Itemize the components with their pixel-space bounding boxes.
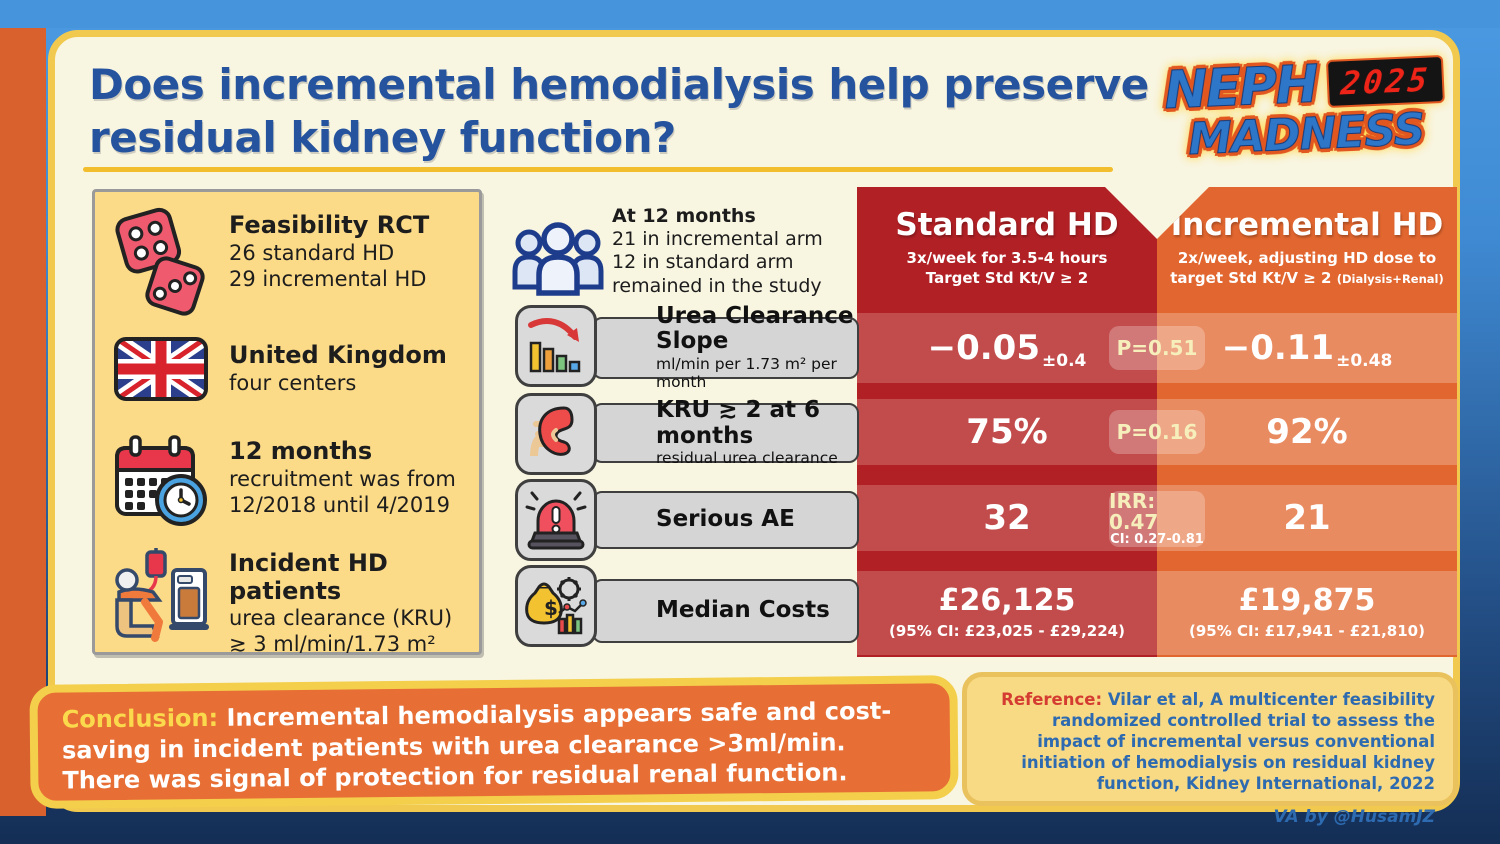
incremental-serious-ae-value: 21 [1283, 498, 1331, 538]
conclusion-label: Conclusion: [61, 703, 219, 734]
standard-hd-column: Standard HD 3x/week for 3.5-4 hours Targ… [857, 187, 1157, 657]
study-design-heading: Feasibility RCT [229, 211, 430, 239]
people-group-icon [512, 217, 604, 303]
standard-urea-slope-value: −0.05 ±0.4 [927, 328, 1087, 371]
row-label-median-costs: Median Costs [592, 579, 859, 643]
svg-text:$: $ [544, 596, 558, 620]
pvalue-pill-kru: P=0.16 [1109, 410, 1205, 454]
incremental-kru-value: 92% [1266, 412, 1348, 452]
row-band [1157, 399, 1457, 465]
study-item-design: Feasibility RCT 26 standard HD 29 increm… [109, 206, 471, 318]
row-band [1157, 485, 1457, 551]
row-band [857, 485, 1157, 551]
declining-bar-chart-icon [515, 305, 597, 387]
dice-icon [109, 206, 213, 318]
study-characteristics-panel: Feasibility RCT 26 standard HD 29 increm… [92, 189, 482, 658]
row-band [857, 571, 1157, 655]
reference-panel: Reference: Vilar et al, A multicenter fe… [962, 672, 1458, 827]
standard-serious-ae-value: 32 [983, 498, 1031, 538]
dialysis-patient-icon [109, 544, 213, 648]
title-line-2: residual kidney function? [89, 112, 676, 162]
reference-text: Vilar et al, A multicenter feasibility r… [1021, 690, 1435, 794]
study-item-population: Incident HD patients urea clearance (KRU… [109, 544, 471, 658]
conclusion-banner: Conclusion: Incremental hemodialysis app… [29, 675, 959, 809]
top-blue-strip [0, 0, 1500, 28]
logo-year-badge: 2025 [1325, 54, 1445, 109]
row-label-urea-slope: Urea Clearance Slope ml/min per 1.73 m² … [592, 304, 859, 391]
kidney-icon [515, 393, 597, 475]
standard-kru-value: 75% [966, 412, 1048, 452]
pvalue-pill-urea-slope: P=0.51 [1109, 326, 1205, 370]
study-duration-heading: 12 months [229, 437, 373, 465]
row-label-kru: KRU ≳ 2 at 6 months residual urea cleara… [592, 398, 859, 467]
nephmadness-logo: NEPH 2025 MADNESS [1145, 48, 1465, 167]
row-band [1157, 571, 1457, 655]
study-item-location: United Kingdom four centers [109, 336, 471, 402]
calendar-clock-icon [109, 432, 213, 528]
left-orange-strip [0, 28, 46, 816]
money-costs-icon: $ [515, 565, 597, 647]
title-underline [83, 167, 1113, 172]
main-card: Does incremental hemodialysis help prese… [48, 30, 1460, 812]
study-location-heading: United Kingdom [229, 341, 447, 369]
reference-label: Reference: [1001, 690, 1103, 709]
siren-alert-icon [515, 479, 597, 561]
row-label-serious-ae: Serious AE [592, 491, 859, 549]
irr-pill-serious-ae: IRR: 0.47 CI: 0.27-0.81 [1109, 489, 1205, 548]
study-population-heading: Incident HD patients [229, 549, 388, 605]
incremental-hd-column: Incremental HD 2x/week, adjusting HD dos… [1157, 187, 1457, 657]
incremental-urea-slope-value: −0.11 ±0.48 [1221, 328, 1393, 371]
author-credit: VA by @HusamJZ [1273, 806, 1435, 827]
standard-median-cost-value: £26,125 (95% CI: £23,025 - £29,224) [889, 583, 1125, 640]
uk-flag-icon [109, 336, 213, 402]
incremental-hd-header: Incremental HD 2x/week, adjusting HD dos… [1170, 207, 1444, 287]
standard-hd-header: Standard HD 3x/week for 3.5-4 hours Targ… [895, 207, 1119, 287]
title-line-1: Does incremental hemodialysis help prese… [89, 60, 1149, 109]
incremental-median-cost-value: £19,875 (95% CI: £17,941 - £21,810) [1189, 583, 1425, 641]
study-item-duration: 12 months recruitment was from 12/2018 u… [109, 432, 471, 528]
page-title: Does incremental hemodialysis help prese… [89, 59, 1149, 164]
retention-summary: At 12 months 21 in incremental arm 12 in… [612, 205, 823, 297]
row-band [857, 313, 1157, 383]
row-band [857, 399, 1157, 465]
row-band [1157, 313, 1457, 383]
